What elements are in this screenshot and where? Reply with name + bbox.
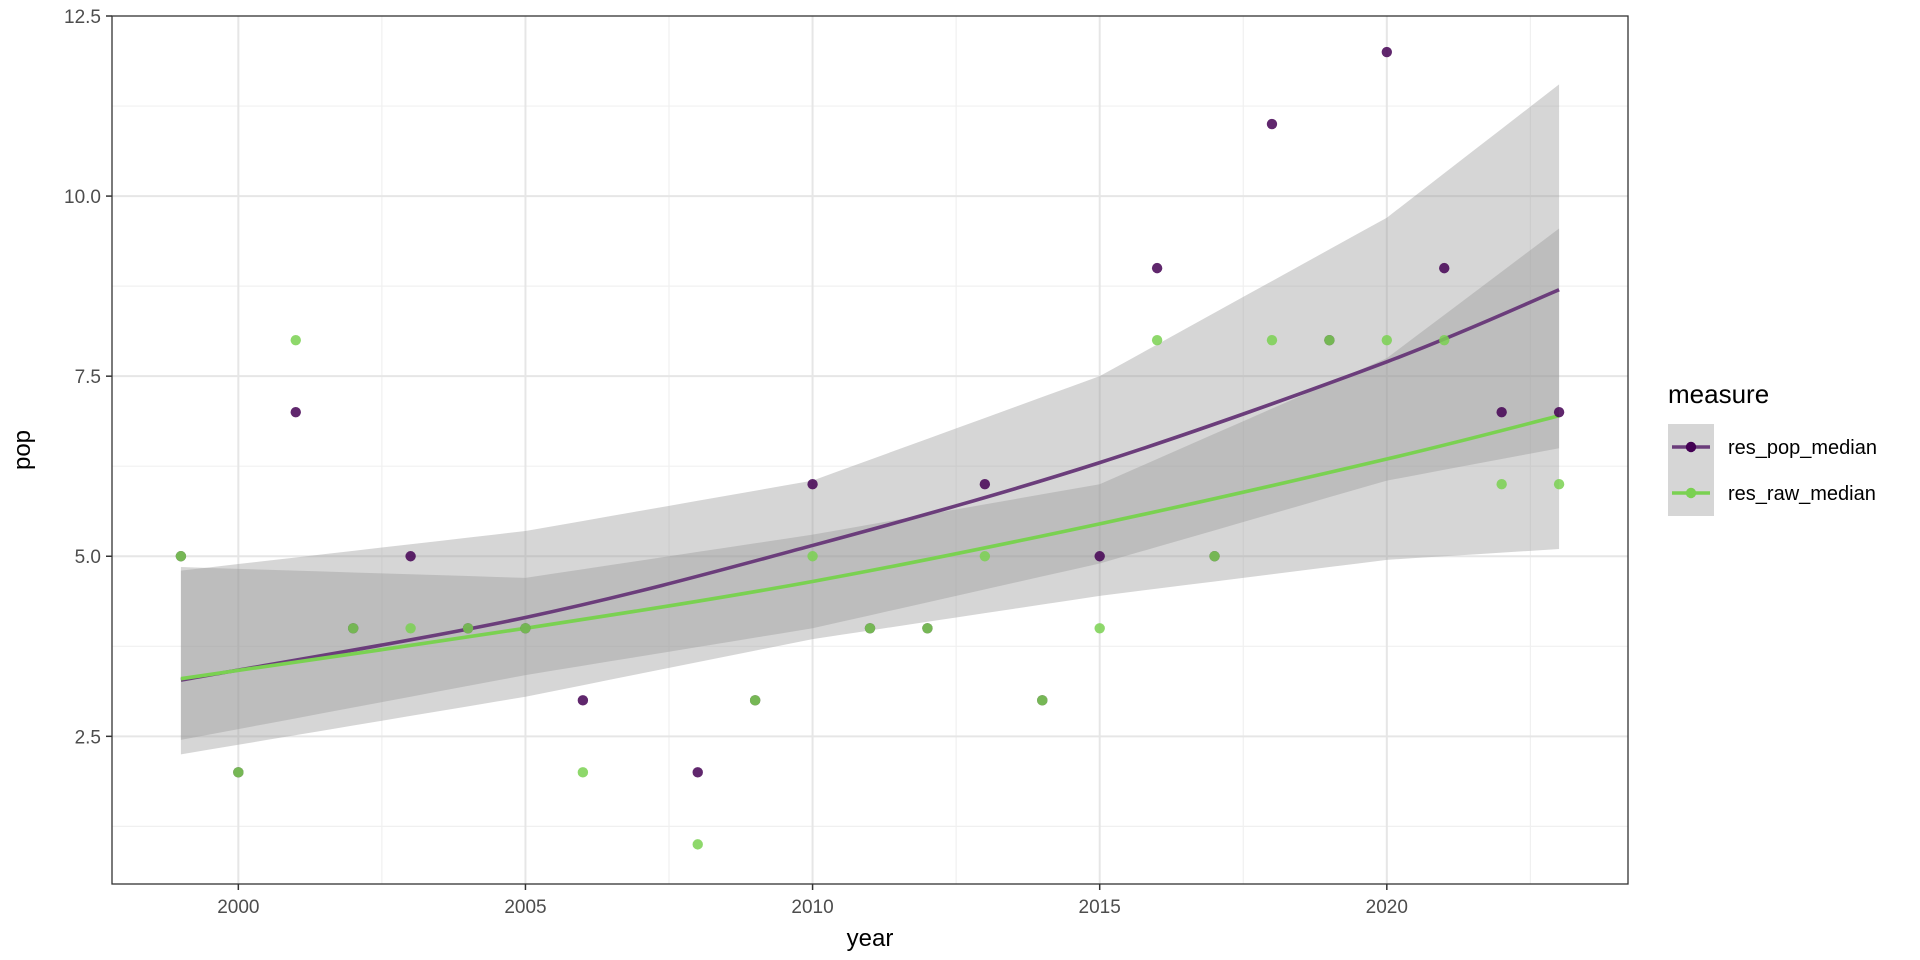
point-res_raw_median (290, 334, 301, 346)
legend-label-res_raw_median: res_raw_median (1728, 483, 1876, 505)
point-res_raw_median (922, 623, 933, 634)
point-res_pop_median (979, 479, 991, 490)
legend-point-res_pop_median (1685, 441, 1697, 453)
legend-label-res_pop_median: res_pop_median (1728, 437, 1877, 459)
data-points (175, 46, 1565, 850)
panel-background (112, 16, 1628, 884)
grid-minor (112, 16, 1628, 884)
point-res_raw_median (864, 623, 876, 634)
fit-line-res_raw_median (180, 414, 1560, 681)
confidence-ribbon-res_raw_median (180, 228, 1560, 740)
confidence-ribbon-res_pop_median (180, 84, 1560, 755)
point-res_raw_median (1209, 551, 1220, 562)
point-res_raw_median (1553, 479, 1565, 490)
point-res_pop_median (1439, 262, 1450, 274)
y-tick-label: 2.5 (75, 727, 101, 748)
point-res_raw_median (1266, 334, 1278, 346)
y-axis-title: pop (9, 430, 36, 470)
point-res_raw_median (1037, 695, 1048, 706)
point-res_pop_median (807, 479, 818, 490)
point-res_pop_median (1266, 118, 1278, 130)
confidence-ribbons (180, 84, 1560, 755)
point-res_raw_median (1151, 334, 1163, 346)
point-res_pop_median (1553, 406, 1565, 418)
point-res_raw_median (405, 623, 416, 634)
y-tick-label: 5.0 (75, 547, 101, 568)
point-res_raw_median (807, 551, 818, 562)
point-res_raw_median (749, 695, 761, 706)
point-res_raw_median (175, 551, 187, 562)
legend-point-res_raw_median (1685, 487, 1697, 499)
point-res_pop_median (290, 406, 301, 418)
x-axis: 2000 2005 2010 2015 2020 (217, 884, 1408, 918)
point-res_raw_median (692, 839, 703, 850)
point-res_raw_median (233, 767, 244, 778)
legend-items: res_pop_median res_raw_median (1668, 424, 1877, 516)
point-res_raw_median (1496, 479, 1507, 490)
x-tick-label: 2000 (217, 897, 259, 918)
x-axis-title: year (847, 925, 894, 952)
point-res_pop_median (405, 551, 416, 562)
point-res_raw_median (347, 623, 359, 634)
x-tick-label: 2005 (504, 897, 546, 918)
x-tick-label: 2010 (791, 897, 833, 918)
point-res_pop_median (692, 767, 703, 778)
point-res_pop_median (1151, 262, 1163, 274)
legend-title: measure (1668, 379, 1769, 409)
plot-panel (111, 15, 1629, 885)
fit-line-res_pop_median (180, 288, 1560, 682)
y-tick-label: 12.5 (64, 7, 101, 28)
point-res_raw_median (979, 551, 991, 562)
point-res_pop_median (1381, 46, 1393, 58)
point-res_pop_median (1094, 551, 1105, 562)
legend: measure res_pop_median res_raw_median (1668, 379, 1877, 516)
panel-border (111, 15, 1629, 885)
y-tick-label: 7.5 (75, 367, 101, 388)
point-res_raw_median (1324, 334, 1335, 346)
point-res_pop_median (577, 695, 589, 706)
fit-lines (180, 288, 1560, 682)
point-res_raw_median (462, 623, 474, 634)
grid-major (112, 16, 1628, 884)
y-tick-label: 10.0 (64, 187, 101, 208)
point-res_raw_median (1439, 334, 1450, 346)
x-tick-label: 2015 (1079, 897, 1121, 918)
point-res_raw_median (1094, 623, 1105, 634)
y-axis: 2.5 5.0 7.5 10.0 12.5 (64, 7, 112, 748)
point-res_raw_median (1381, 334, 1393, 346)
x-tick-label: 2020 (1366, 897, 1408, 918)
point-res_pop_median (1496, 406, 1507, 418)
point-res_raw_median (577, 767, 589, 778)
point-res_raw_median (520, 623, 531, 634)
